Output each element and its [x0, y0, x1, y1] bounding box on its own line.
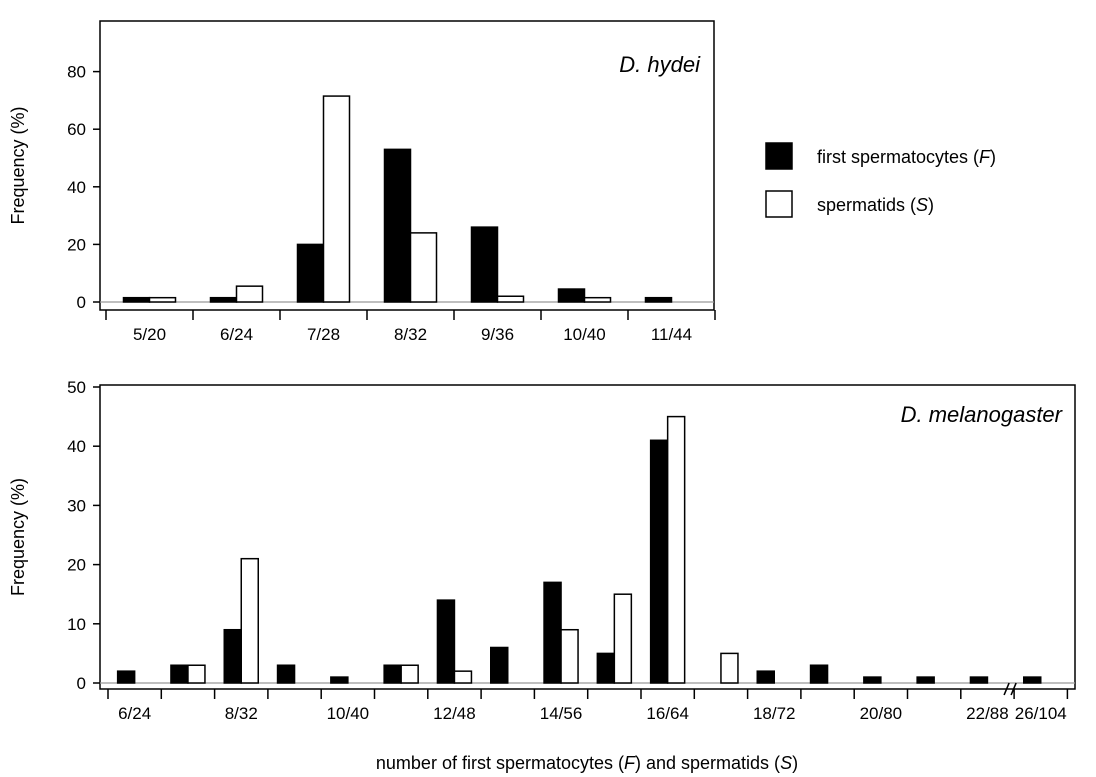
bar-first-spermatocytes — [170, 664, 189, 684]
x-tick-label: 22/88 — [966, 704, 1009, 723]
bar-first-spermatocytes — [470, 226, 499, 303]
bar-first-spermatocytes — [809, 664, 829, 684]
legend-label-part: first spermatocytes ( — [817, 147, 979, 167]
legend-label-part: S — [916, 195, 928, 215]
bar-spermatids — [409, 232, 438, 303]
legend-label-part: ) — [928, 195, 934, 215]
x-tick-label: 8/32 — [225, 704, 258, 723]
bar-first-spermatocytes — [649, 439, 669, 684]
species-annotation: D. melanogaster — [901, 402, 1064, 427]
x-tick-label: 20/80 — [860, 704, 903, 723]
bar-first-spermatocytes — [436, 599, 456, 684]
bar-spermatids — [400, 664, 419, 684]
legend-label-part: spermatids ( — [817, 195, 916, 215]
x-tick-label: 14/56 — [540, 704, 583, 723]
x-axis-label-part: S — [780, 753, 792, 773]
legend-swatch-first-spermatocytes — [765, 142, 793, 170]
y-axis-label: Frequency (%) — [8, 478, 28, 596]
x-tick-label: 10/40 — [327, 704, 370, 723]
bar-first-spermatocytes — [557, 288, 586, 303]
bar-spermatids — [148, 296, 177, 303]
legend-label: first spermatocytes (F) — [817, 147, 996, 167]
x-axis-label-part: ) — [792, 753, 798, 773]
x-tick-label: 6/24 — [118, 704, 151, 723]
bar-spermatids — [613, 593, 633, 684]
bar-first-spermatocytes — [330, 676, 349, 684]
x-tick-label: 5/20 — [133, 325, 166, 344]
bar-spermatids — [240, 557, 259, 684]
x-axis-label-part: ) and spermatids ( — [635, 753, 780, 773]
axis-break-mark — [1003, 682, 1010, 696]
x-axis-label: number of first spermatocytes (F) and sp… — [376, 753, 798, 773]
plot-frame — [99, 20, 715, 311]
bar-spermatids — [453, 670, 473, 684]
y-tick-label: 0 — [77, 293, 86, 312]
bar-first-spermatocytes — [490, 646, 509, 684]
bar-first-spermatocytes — [543, 581, 562, 684]
bar-spermatids — [666, 415, 686, 684]
legend-label-part: ) — [990, 147, 996, 167]
y-axis-label: Frequency (%) — [8, 106, 28, 224]
bar-first-spermatocytes — [122, 296, 151, 303]
x-tick-label: 9/36 — [481, 325, 514, 344]
y-tick-label: 30 — [67, 496, 86, 515]
y-tick-label: 60 — [67, 120, 86, 139]
axis-break-mark — [1010, 682, 1017, 696]
bar-first-spermatocytes — [596, 652, 616, 684]
bar-first-spermatocytes — [276, 664, 296, 684]
bar-spermatids — [235, 285, 264, 303]
bar-spermatids — [720, 652, 739, 684]
x-tick-label: 6/24 — [220, 325, 253, 344]
legend: first spermatocytes (F)spermatids (S) — [765, 142, 996, 218]
bar-first-spermatocytes — [383, 664, 402, 684]
bar-first-spermatocytes — [296, 243, 325, 303]
x-tick-label: 10/40 — [563, 325, 606, 344]
species-annotation: D. hydei — [619, 52, 701, 77]
bar-first-spermatocytes — [916, 676, 935, 684]
chart-panel-melanogaster: 0 10 20 30 40 50 Frequency (%) D. melanogaster 6… — [8, 378, 1076, 723]
x-axis-label-part: number of first spermatocytes ( — [376, 753, 624, 773]
legend-label-part: F — [979, 147, 991, 167]
legend-label: spermatids (S) — [817, 195, 934, 215]
legend-swatch-spermatids — [765, 190, 793, 218]
bar-first-spermatocytes — [383, 148, 412, 303]
x-tick-label: 16/64 — [646, 704, 689, 723]
bar-first-spermatocytes — [644, 296, 673, 303]
bar-spermatids — [583, 296, 612, 303]
bar-first-spermatocytes — [969, 676, 989, 684]
x-tick-label: 7/28 — [307, 325, 340, 344]
bar-first-spermatocytes — [1023, 676, 1042, 684]
x-tick-label: 26/104 — [1015, 704, 1067, 723]
bar-spermatids — [496, 295, 525, 303]
y-tick-label: 40 — [67, 178, 86, 197]
x-tick-label: 8/32 — [394, 325, 427, 344]
bar-spermatids — [322, 95, 351, 303]
x-axis-label-part: F — [624, 753, 636, 773]
x-tick-label: 18/72 — [753, 704, 796, 723]
bar-first-spermatocytes — [116, 670, 136, 684]
x-tick-label: 11/44 — [651, 325, 692, 344]
y-tick-label: 20 — [67, 556, 86, 575]
bar-first-spermatocytes — [223, 628, 242, 684]
bar-spermatids — [560, 628, 579, 684]
bar-first-spermatocytes — [756, 670, 775, 684]
chart-panel-hydei: 0 20 40 60 80 Frequency (%) D. hydei 5/20 6/24 7/… — [8, 20, 716, 344]
y-tick-label: 20 — [67, 235, 86, 254]
x-tick-label: 12/48 — [433, 704, 476, 723]
y-tick-label: 10 — [67, 615, 86, 634]
y-tick-label: 50 — [67, 378, 86, 397]
bar-first-spermatocytes — [209, 296, 238, 303]
y-tick-label: 0 — [77, 674, 86, 693]
bar-spermatids — [187, 664, 206, 684]
y-tick-label: 80 — [67, 63, 86, 82]
bar-first-spermatocytes — [863, 676, 882, 684]
y-tick-label: 40 — [67, 437, 86, 456]
